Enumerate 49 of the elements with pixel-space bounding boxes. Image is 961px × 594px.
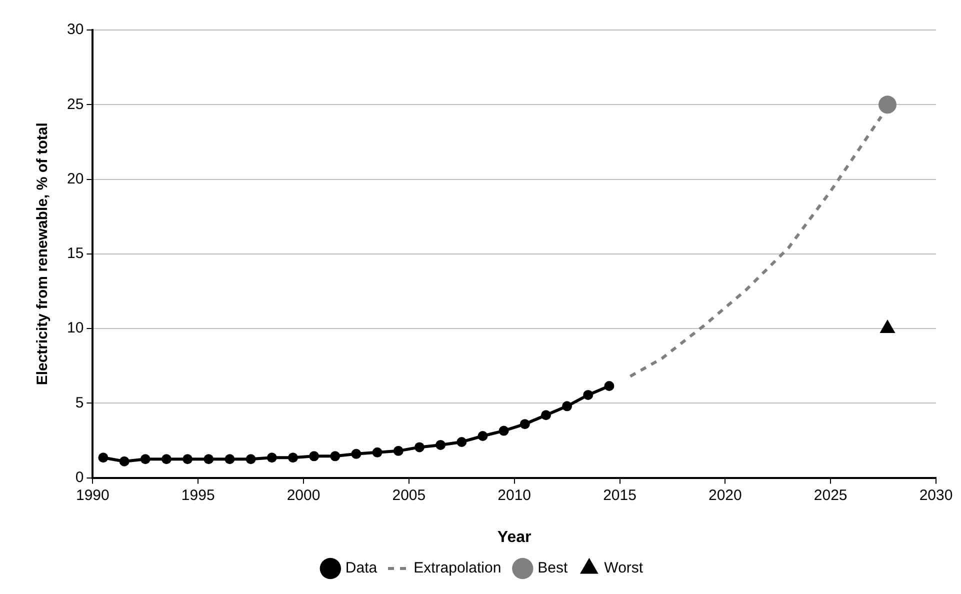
legend-label: Best <box>538 560 569 577</box>
x-tick-label: 1990 <box>76 486 110 504</box>
y-axis-title: Electricity from renewable, % of total <box>34 122 52 386</box>
legend-label: Extrapolation <box>414 560 502 577</box>
legend-label: Worst <box>604 560 644 577</box>
x-axis-title: Year <box>497 528 532 546</box>
legend-label: Data <box>345 560 378 577</box>
point <box>604 381 614 391</box>
point <box>288 452 298 463</box>
point <box>498 426 509 436</box>
x-tick-label: 2030 <box>919 486 953 504</box>
y-tick-label: 30 <box>66 21 84 38</box>
x-tick-label: 2020 <box>708 486 742 504</box>
point <box>266 452 277 463</box>
point <box>119 456 130 466</box>
x-tick-label: 2015 <box>603 486 636 504</box>
point <box>351 448 362 459</box>
point <box>161 454 172 464</box>
y-tick-label: 5 <box>75 394 84 412</box>
point <box>583 390 594 400</box>
point <box>182 454 193 464</box>
point <box>478 431 488 442</box>
x-tick-label: 2025 <box>814 486 848 504</box>
x-tick-label: 2010 <box>498 486 532 504</box>
y-tick-label: 25 <box>66 96 84 113</box>
x-tick-label: 2005 <box>392 486 426 504</box>
point <box>309 451 320 462</box>
point <box>330 451 340 462</box>
point <box>204 454 214 464</box>
point <box>140 454 150 464</box>
y-tick-label: 20 <box>66 170 84 188</box>
y-tick-label: 10 <box>66 320 84 337</box>
point <box>393 446 404 456</box>
point <box>414 442 424 452</box>
point <box>562 401 572 412</box>
y-tick-label: 15 <box>66 245 84 262</box>
point <box>246 454 256 464</box>
x-tick-label: 1995 <box>181 486 215 504</box>
point <box>98 452 108 463</box>
x-tick-label: 2000 <box>286 486 320 504</box>
y-tick-label: 0 <box>75 468 84 486</box>
point <box>520 419 530 430</box>
point <box>372 447 382 458</box>
point <box>540 410 551 420</box>
point <box>224 454 235 464</box>
point <box>456 436 467 447</box>
point <box>436 440 446 450</box>
point <box>878 96 897 114</box>
line-series <box>628 115 883 378</box>
